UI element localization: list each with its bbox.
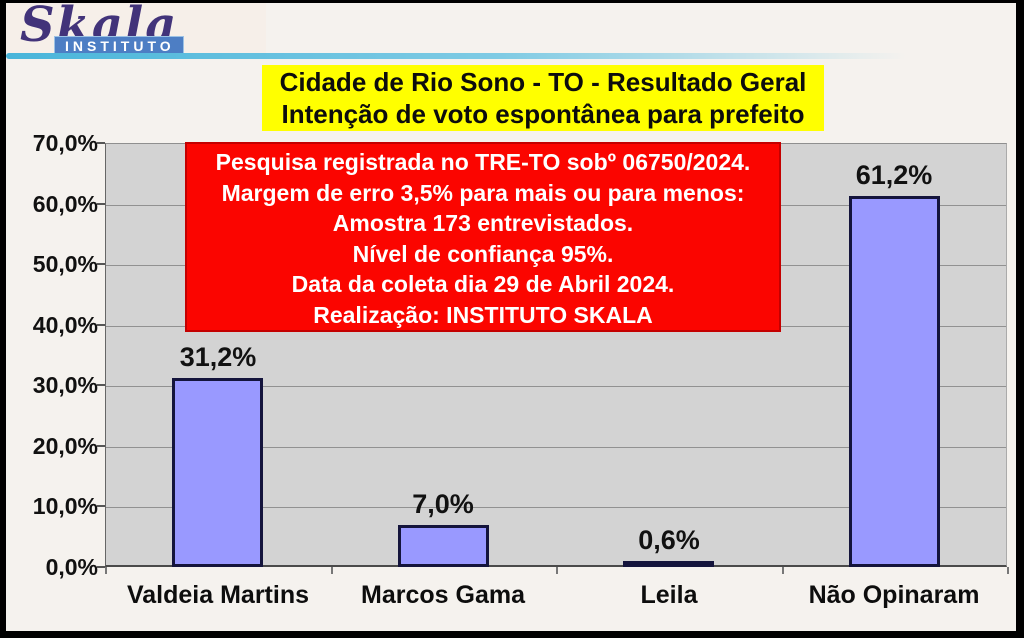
- chart-title: Cidade de Rio Sono - TO - Resultado Gera…: [262, 65, 824, 131]
- y-axis-tick-label: 50,0%: [32, 251, 98, 277]
- bar-value-label: 61,2%: [855, 160, 933, 190]
- x-axis-tick-mark: [105, 567, 107, 574]
- y-axis-tick-label: 0,0%: [45, 554, 98, 580]
- poll-info-line: Margem de erro 3,5% para mais ou para me…: [221, 179, 745, 206]
- x-axis-tick-mark: [1007, 567, 1009, 574]
- poll-info-box: Pesquisa registrada no TRE-TO sobº 06750…: [185, 142, 781, 332]
- x-axis-category-label: Não Opinaram: [808, 581, 980, 609]
- gridline: [106, 447, 1006, 448]
- y-axis-tick-label: 30,0%: [32, 372, 98, 398]
- y-axis-tick-label: 60,0%: [32, 191, 98, 217]
- y-axis-tick-mark: [97, 566, 105, 568]
- gridline: [106, 386, 1006, 387]
- y-axis-tick-mark: [97, 324, 105, 326]
- bar-não-opinaram: [849, 196, 940, 567]
- y-axis-tick-label: 40,0%: [32, 312, 98, 338]
- gridline: [106, 507, 1006, 508]
- bar-value-label: 31,2%: [179, 342, 257, 372]
- poll-info-line: Realização: INSTITUTO SKALA: [313, 301, 653, 328]
- x-axis-category-label: Leila: [640, 581, 698, 609]
- y-axis-tick-label: 70,0%: [32, 130, 98, 156]
- bar-value-label: 0,6%: [638, 525, 700, 555]
- bar-marcos-gama: [398, 525, 489, 567]
- skala-logo: Skala INSTITUTO: [6, 3, 266, 57]
- bar-leila: [623, 561, 714, 567]
- poll-info-line: Nível de confiança 95%.: [352, 240, 614, 267]
- x-axis-tick-mark: [782, 567, 784, 574]
- y-axis-tick-mark: [97, 142, 105, 144]
- x-axis-tick-mark: [556, 567, 558, 574]
- bar-value-label: 7,0%: [412, 489, 474, 519]
- poll-info-line: Data da coleta dia 29 de Abril 2024.: [291, 271, 675, 297]
- y-axis-tick-mark: [97, 384, 105, 386]
- chart-title-line2: Intenção de voto espontânea para prefeit…: [281, 99, 805, 129]
- bar-valdeia-martins: [172, 378, 263, 567]
- x-axis-category-label: Valdeia Martins: [126, 581, 310, 609]
- poll-info-line: Pesquisa registrada no TRE-TO sobº 06750…: [215, 149, 751, 175]
- accent-divider-line: [6, 53, 906, 59]
- y-axis-tick-mark: [97, 445, 105, 447]
- chart-title-line1: Cidade de Rio Sono - TO - Resultado Gera…: [279, 67, 807, 97]
- x-axis-category-label: Marcos Gama: [361, 581, 525, 609]
- y-axis-tick-label: 10,0%: [32, 493, 98, 519]
- x-axis-tick-mark: [331, 567, 333, 574]
- poll-info-line: Amostra 173 entrevistados.: [332, 210, 634, 236]
- y-axis-tick-mark: [97, 505, 105, 507]
- y-axis-tick-mark: [97, 203, 105, 205]
- y-axis-tick-mark: [97, 263, 105, 265]
- y-axis-tick-label: 20,0%: [32, 433, 98, 459]
